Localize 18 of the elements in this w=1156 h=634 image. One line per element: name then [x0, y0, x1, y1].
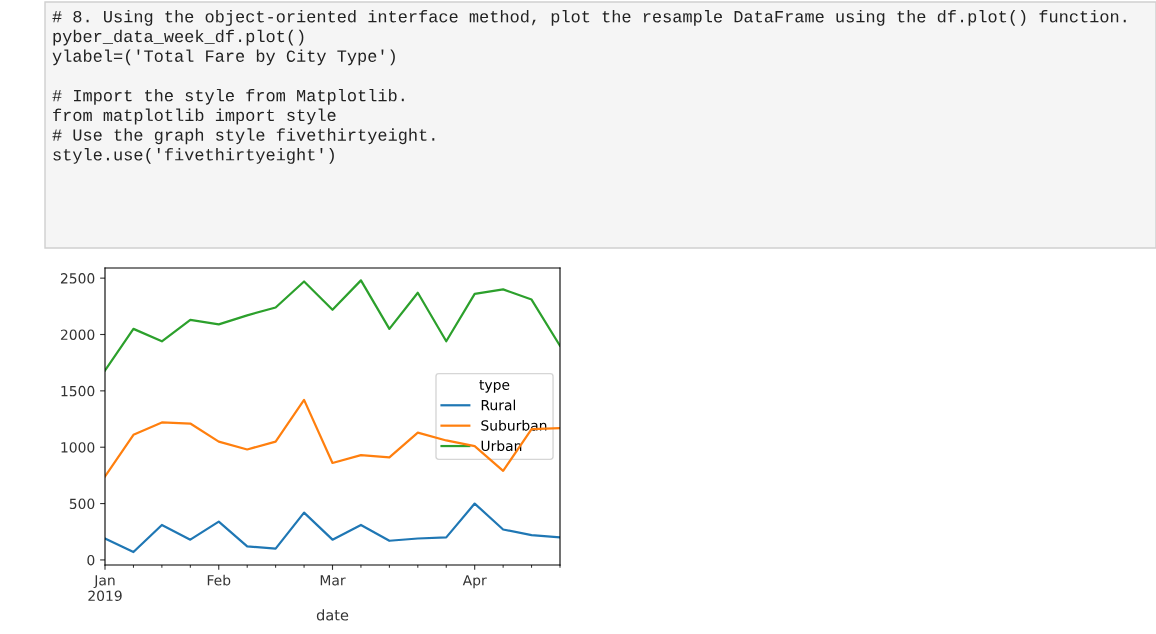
x-tick-label: Jan 2019	[88, 575, 122, 602]
y-tick-label: 2500	[60, 273, 95, 284]
y-tick-label: 1500	[61, 385, 95, 397]
line-series	[105, 279, 560, 372]
x-tick-label: Mar	[320, 575, 346, 586]
y-tick-label: 1000	[61, 442, 95, 453]
y-tick-label: 500	[69, 498, 95, 510]
x-tick-label: Apr	[462, 575, 487, 589]
y-tick-label: 2000	[60, 329, 95, 340]
y-tick-label: 0	[87, 554, 95, 566]
x-tick-label: Feb	[207, 574, 231, 586]
x-axis-title: date	[316, 609, 349, 621]
text: # 8. Using the object-oriented interface method, plot the resample DataFrame using the df.plot() function. pyber_data_week_df.plot() ylabel=('Total Fare by City Type') # Import the style from Matplotlib. from matplotlib import style # Use the graph style fivethirtyeight. style.use('fivethirtyeight')	[52, 10, 1126, 164]
line-series	[105, 398, 560, 478]
legend-label: Rural	[481, 399, 516, 411]
line-series	[105, 502, 560, 554]
legend-label: Suburban	[481, 419, 547, 431]
legend-title: type	[479, 380, 510, 393]
